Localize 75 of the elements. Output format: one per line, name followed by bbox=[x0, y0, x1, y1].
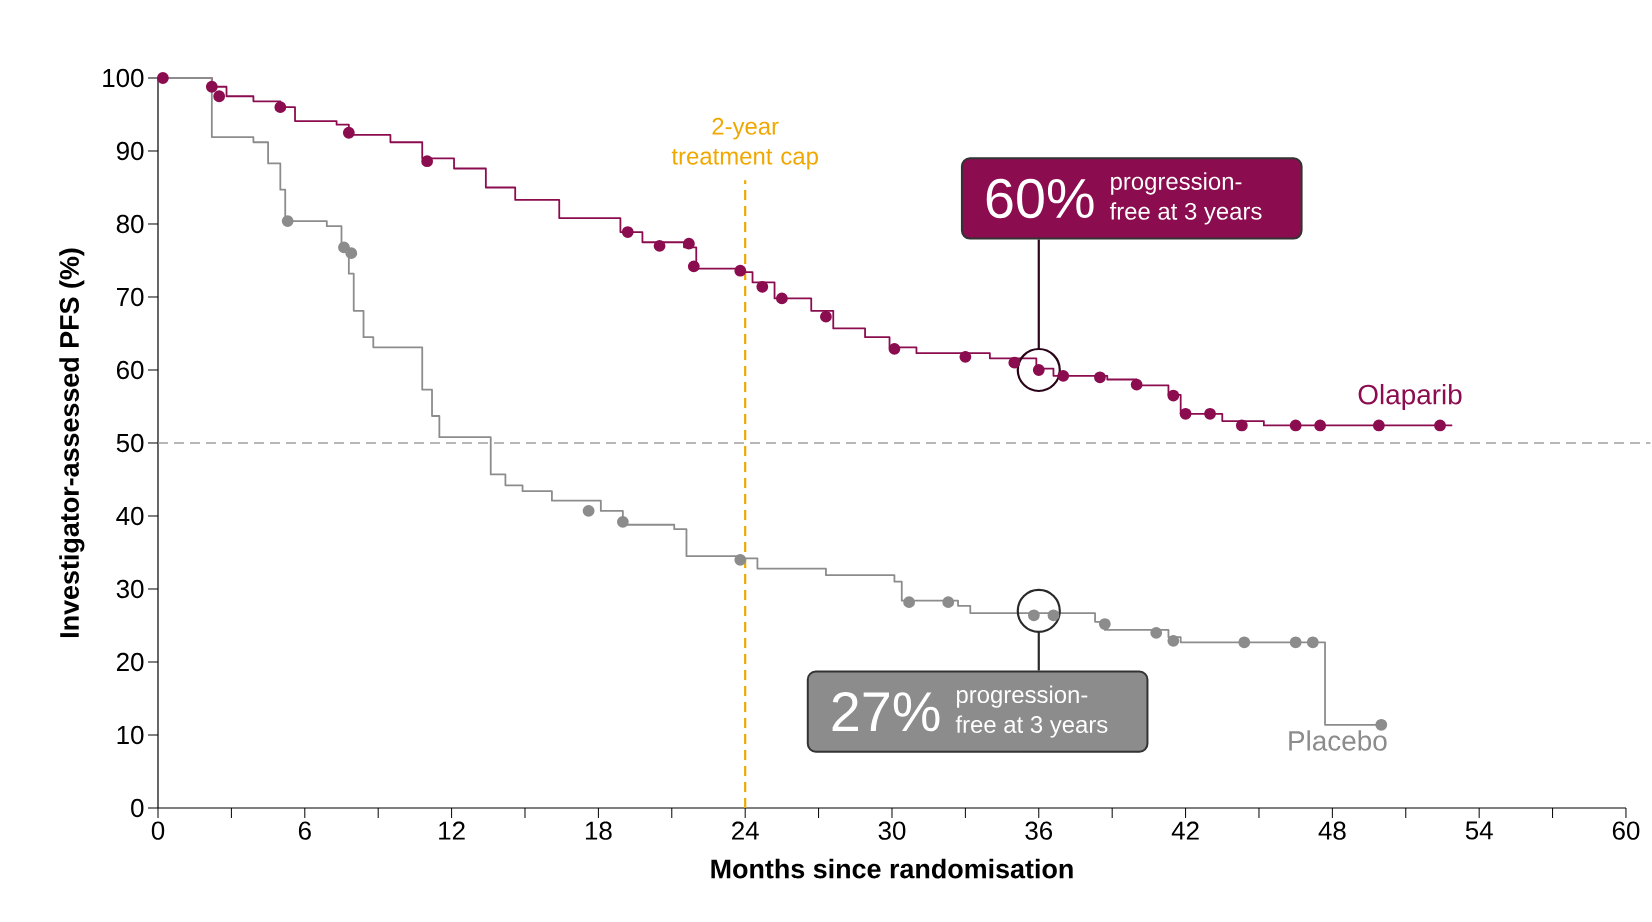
y-tick-label: 90 bbox=[116, 141, 144, 161]
series-label: Placebo bbox=[1289, 730, 1387, 751]
point bbox=[281, 215, 294, 227]
x-axis-title: Months since randomisation bbox=[711, 858, 1073, 879]
y-tick-label: 10 bbox=[117, 725, 144, 745]
ref-line-label: 2-year treatment cap bbox=[671, 117, 818, 170]
x-tick-label: 12 bbox=[439, 821, 465, 840]
y-tick-label: 50 bbox=[116, 433, 144, 453]
annotation: progression-free at 3 years bbox=[1109, 172, 1262, 225]
point bbox=[1167, 634, 1180, 647]
x-tick-label: 30 bbox=[878, 821, 906, 840]
point bbox=[338, 241, 350, 254]
point bbox=[156, 72, 169, 84]
point bbox=[734, 264, 747, 277]
point bbox=[1179, 407, 1192, 420]
y-tick-label: 40 bbox=[116, 506, 144, 526]
x-tick-label: 6 bbox=[298, 821, 311, 840]
point bbox=[1289, 636, 1302, 649]
point bbox=[342, 126, 355, 139]
point bbox=[888, 342, 901, 355]
x-tick-label: 0 bbox=[151, 821, 165, 840]
point bbox=[1235, 419, 1248, 432]
y-tick-label: 30 bbox=[116, 579, 144, 599]
point bbox=[205, 80, 218, 93]
point bbox=[903, 596, 916, 609]
point bbox=[1094, 371, 1106, 384]
point bbox=[942, 596, 955, 609]
point bbox=[1289, 419, 1302, 432]
y-tick-label: 20 bbox=[116, 652, 144, 672]
point bbox=[775, 292, 788, 305]
x-tick-label: 60 bbox=[1612, 821, 1640, 840]
point bbox=[756, 280, 769, 293]
x-tick-label: 18 bbox=[585, 821, 612, 840]
point bbox=[1372, 419, 1385, 432]
point bbox=[1057, 369, 1070, 382]
y-tick-label: 100 bbox=[103, 68, 144, 88]
point bbox=[1306, 636, 1319, 649]
point bbox=[1008, 356, 1021, 369]
point bbox=[582, 504, 595, 517]
point bbox=[1434, 419, 1446, 432]
point bbox=[959, 350, 972, 363]
point bbox=[1130, 378, 1143, 391]
x-tick-label: 42 bbox=[1171, 821, 1199, 840]
point bbox=[1150, 626, 1163, 639]
y-tick-label: 80 bbox=[116, 214, 144, 234]
point bbox=[274, 101, 287, 114]
annotation: 27% bbox=[832, 692, 940, 732]
annotation: 60% bbox=[986, 178, 1094, 219]
point bbox=[1204, 407, 1216, 420]
point bbox=[687, 260, 700, 273]
annotation: progression-free at 3 years bbox=[955, 685, 1108, 738]
y-tick-label: 60 bbox=[116, 360, 144, 380]
point bbox=[616, 515, 629, 528]
point bbox=[1238, 636, 1251, 649]
point bbox=[1167, 389, 1180, 402]
y-tick-label: 70 bbox=[117, 287, 144, 307]
y-tick-label: 0 bbox=[131, 798, 144, 818]
point bbox=[1047, 609, 1060, 622]
point bbox=[820, 310, 832, 323]
x-tick-label: 24 bbox=[732, 821, 759, 840]
point bbox=[421, 155, 434, 168]
y-axis-title: Investigator-assessed PFS (%) bbox=[59, 248, 85, 638]
point bbox=[345, 247, 358, 260]
x-tick-label: 48 bbox=[1318, 821, 1346, 840]
point bbox=[621, 226, 634, 238]
x-tick-label: 36 bbox=[1025, 821, 1053, 840]
point bbox=[683, 237, 695, 250]
point bbox=[1314, 419, 1327, 432]
point bbox=[1375, 718, 1388, 731]
point bbox=[734, 553, 747, 566]
point bbox=[213, 90, 226, 103]
point bbox=[653, 239, 666, 252]
series-label: Olaparib bbox=[1358, 383, 1462, 410]
x-tick-label: 54 bbox=[1465, 821, 1493, 840]
point bbox=[1098, 618, 1111, 630]
